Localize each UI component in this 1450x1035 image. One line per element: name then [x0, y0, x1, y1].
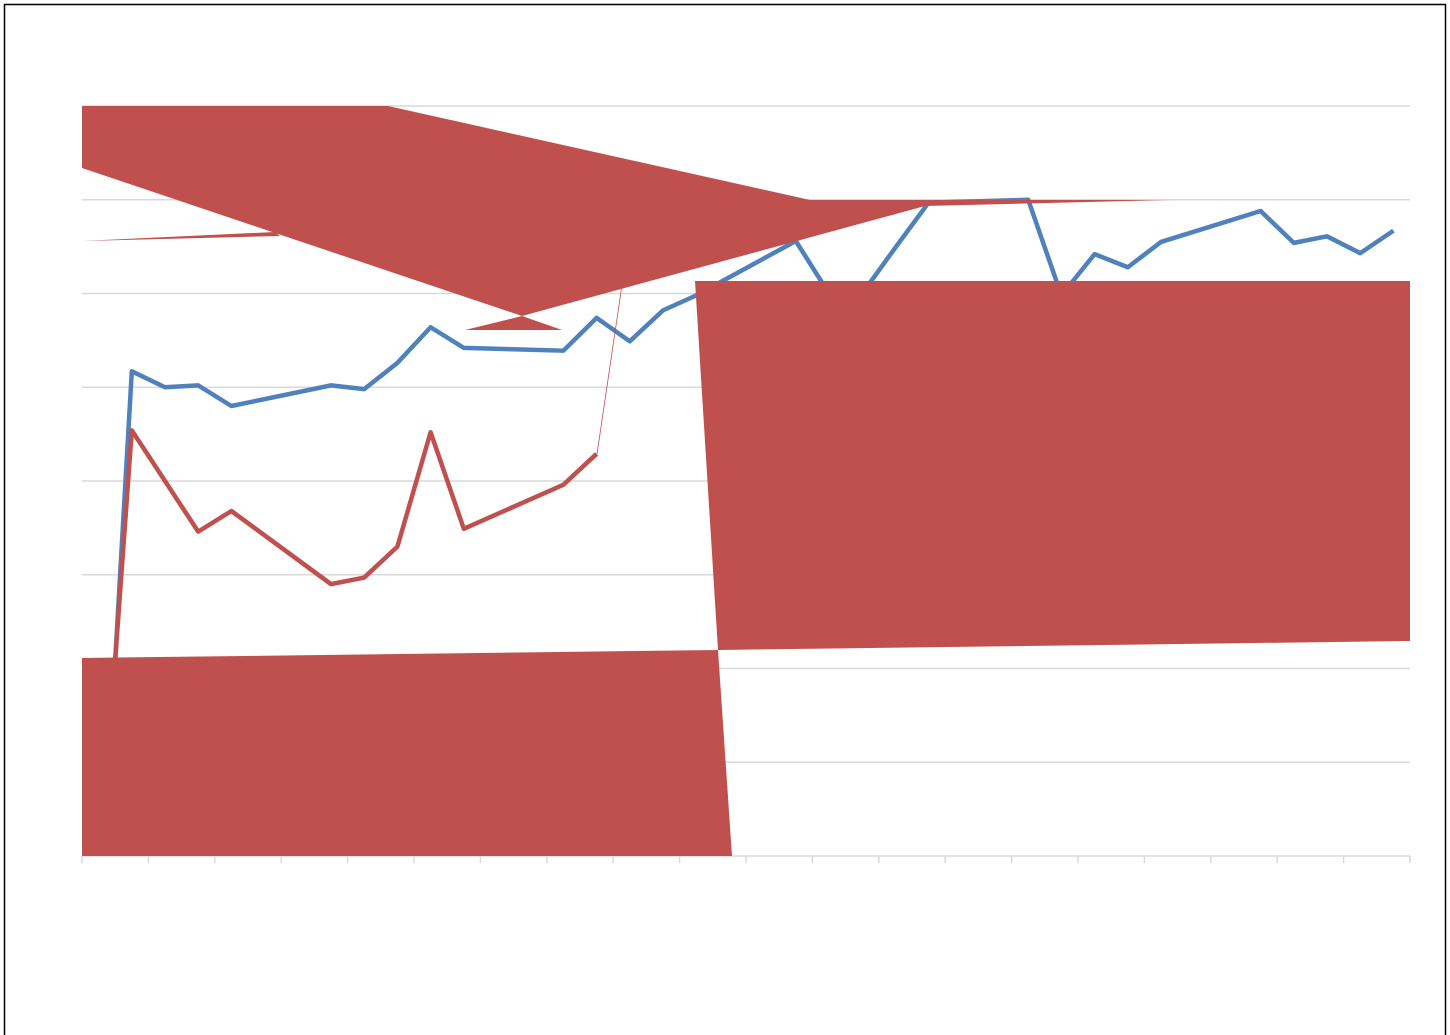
artifact [596, 284, 623, 455]
artifact [82, 650, 732, 856]
artifact [82, 232, 280, 241]
series-line [112, 428, 599, 661]
series-line [112, 197, 1395, 661]
plot [112, 197, 1395, 661]
artifact [82, 106, 1170, 330]
artifacts [82, 106, 1410, 856]
artifact [695, 281, 1410, 650]
